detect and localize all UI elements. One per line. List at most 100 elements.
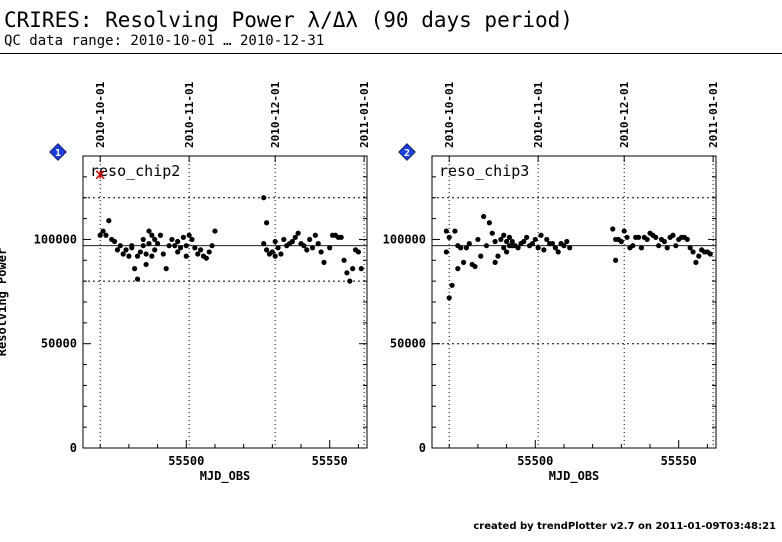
data-point	[157, 232, 164, 238]
data-point	[126, 253, 132, 259]
y-tick-label: 100000	[34, 232, 77, 246]
data-point	[529, 241, 536, 247]
data-point	[134, 276, 141, 282]
page-subtitle: QC data range: 2010-10-01 … 2010-12-31	[4, 33, 325, 49]
data-point	[638, 245, 645, 251]
data-point	[169, 236, 175, 243]
x-tick-label: 55550	[312, 454, 348, 468]
data-point	[561, 243, 567, 249]
data-point	[318, 249, 324, 255]
data-point	[327, 245, 333, 251]
data-point	[443, 249, 449, 255]
data-point	[134, 253, 141, 259]
data-point	[478, 253, 484, 259]
top-date-label: 2010-11-01	[532, 81, 545, 148]
plot-frame	[82, 155, 368, 449]
data-point	[489, 230, 495, 236]
data-point	[449, 282, 455, 288]
data-point	[129, 245, 135, 251]
x-axis-label: MJD_OBS	[200, 469, 251, 484]
data-point	[180, 234, 187, 240]
data-point	[154, 241, 161, 247]
data-point	[707, 251, 713, 257]
panel-title: reso_chip2	[90, 162, 180, 180]
data-point	[544, 236, 550, 243]
data-point	[212, 228, 218, 234]
data-point	[114, 247, 121, 253]
data-point	[355, 249, 361, 255]
data-point	[269, 249, 275, 255]
data-point	[610, 226, 616, 232]
data-point	[183, 253, 189, 259]
data-point	[446, 234, 452, 240]
data-point	[624, 234, 630, 240]
plot-frame	[431, 155, 717, 449]
data-point	[295, 230, 301, 236]
y-tick-label: 50000	[390, 337, 426, 351]
data-point	[475, 236, 481, 243]
page-title: CRIRES: Resolving Power λ/Δλ (90 days pe…	[4, 8, 573, 32]
data-point	[656, 243, 662, 249]
data-point	[175, 238, 181, 245]
data-point	[635, 234, 642, 240]
data-point	[321, 259, 327, 265]
data-point	[621, 228, 627, 234]
data-point	[195, 251, 201, 257]
data-point	[132, 266, 138, 272]
data-point	[100, 228, 106, 234]
data-point	[567, 245, 573, 251]
top-date-label: 2010-12-01	[618, 81, 631, 148]
data-point	[501, 232, 507, 238]
data-point	[192, 245, 198, 251]
x-axis-label: MJD_OBS	[549, 469, 600, 484]
data-point	[146, 228, 152, 234]
data-point	[292, 234, 298, 240]
data-point	[209, 243, 215, 249]
data-point	[163, 266, 169, 272]
data-point	[117, 243, 123, 249]
data-point	[644, 236, 650, 243]
data-point	[690, 249, 696, 255]
data-point	[315, 241, 321, 247]
data-point	[501, 245, 507, 251]
data-point	[693, 259, 699, 265]
y-tick-label: 100000	[383, 232, 426, 246]
data-point	[143, 261, 149, 268]
data-point	[495, 253, 501, 259]
data-point	[696, 253, 702, 259]
data-point	[664, 245, 670, 251]
data-point	[97, 232, 103, 238]
top-date-label: 2010-10-01	[94, 81, 107, 148]
x-tick-label: 55500	[168, 454, 204, 468]
data-point	[524, 234, 530, 240]
data-point	[630, 243, 636, 249]
y-axis-label: Resolving Power	[0, 248, 9, 356]
data-point	[458, 245, 464, 251]
data-point	[206, 249, 212, 255]
data-point	[307, 236, 313, 243]
data-point	[172, 243, 178, 249]
data-point	[289, 238, 296, 245]
data-point	[140, 243, 146, 249]
header-divider	[0, 53, 782, 54]
data-point	[166, 243, 172, 249]
data-point	[492, 238, 498, 245]
data-point	[463, 245, 470, 251]
data-point	[120, 251, 126, 257]
panel-title: reso_chip3	[439, 162, 529, 180]
data-point	[304, 247, 310, 253]
data-point	[549, 241, 556, 247]
data-point	[149, 232, 155, 238]
data-point	[472, 263, 478, 270]
data-point	[618, 238, 624, 245]
data-point	[183, 243, 189, 249]
panel-marker-icon	[49, 143, 67, 161]
top-date-label: 2010-10-01	[443, 81, 456, 148]
data-point	[503, 249, 510, 255]
y-tick-label: 0	[419, 441, 426, 455]
data-point	[532, 236, 538, 243]
data-point	[653, 234, 659, 240]
data-point	[261, 241, 267, 247]
data-point	[541, 247, 547, 253]
